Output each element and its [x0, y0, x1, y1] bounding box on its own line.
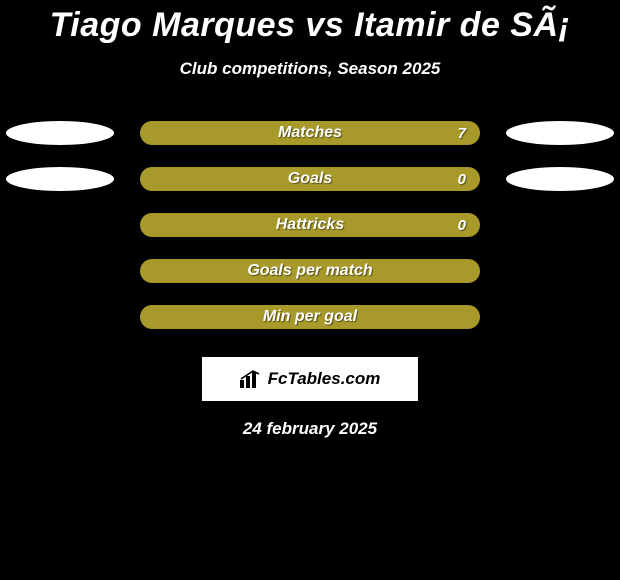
- stat-label: Goals per match: [247, 262, 372, 280]
- page-subtitle: Club competitions, Season 2025: [0, 59, 620, 79]
- left-ellipse: [6, 121, 114, 145]
- stat-value: 0: [458, 171, 466, 188]
- stat-rows: Matches 7 Goals 0 Hattricks 0 Goals: [0, 121, 620, 329]
- stat-value: 7: [458, 125, 466, 142]
- page-title: Tiago Marques vs Itamir de SÃ¡: [0, 0, 620, 45]
- stat-label: Min per goal: [263, 308, 357, 326]
- chart-icon: [240, 370, 262, 388]
- stat-label: Goals: [288, 170, 332, 188]
- date-text: 24 february 2025: [0, 419, 620, 439]
- stat-row-hattricks: Hattricks 0: [0, 213, 620, 237]
- stat-label: Hattricks: [276, 216, 344, 234]
- stat-bar: Hattricks 0: [140, 213, 480, 237]
- stat-row-goals: Goals 0: [0, 167, 620, 191]
- left-ellipse: [6, 167, 114, 191]
- logo-box: FcTables.com: [202, 357, 418, 401]
- stat-label: Matches: [278, 124, 342, 142]
- stat-row-min-per-goal: Min per goal: [0, 305, 620, 329]
- comparison-infographic: Tiago Marques vs Itamir de SÃ¡ Club comp…: [0, 0, 620, 580]
- logo-text: FcTables.com: [268, 369, 381, 389]
- right-ellipse: [506, 167, 614, 191]
- stat-row-goals-per-match: Goals per match: [0, 259, 620, 283]
- right-ellipse: [506, 121, 614, 145]
- stat-value: 0: [458, 217, 466, 234]
- stat-bar: Goals per match: [140, 259, 480, 283]
- stat-row-matches: Matches 7: [0, 121, 620, 145]
- stat-bar: Goals 0: [140, 167, 480, 191]
- stat-bar: Min per goal: [140, 305, 480, 329]
- stat-bar: Matches 7: [140, 121, 480, 145]
